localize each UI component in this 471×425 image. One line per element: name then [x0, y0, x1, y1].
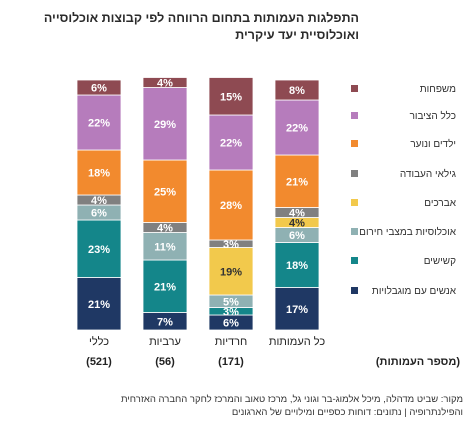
data-label: 4% — [289, 208, 305, 220]
legend-label: קשישים — [424, 256, 456, 267]
data-label: 6% — [289, 230, 305, 242]
data-label: 22% — [286, 123, 308, 135]
bar-segment — [274, 287, 320, 331]
count-label: (521) — [86, 356, 112, 368]
bar-segment — [274, 99, 320, 156]
bar-segment — [274, 79, 320, 101]
legend-label: ילדים ונוער — [410, 138, 456, 150]
bar-segment — [274, 154, 320, 208]
legend-label: אברכים — [424, 198, 456, 209]
data-label: 4% — [157, 223, 173, 235]
data-label: 21% — [154, 281, 176, 293]
category-label: חרדיות — [215, 336, 248, 348]
bar-segment — [142, 259, 188, 313]
legend-swatch — [351, 257, 358, 264]
data-label: 4% — [91, 195, 107, 207]
data-label: 11% — [154, 241, 176, 253]
data-label: 5% — [223, 296, 239, 308]
chart-title-line-1: התפלגות העמותות בתחום הרווחה לפי קבוצות … — [43, 11, 359, 25]
stacked-bar-chart: 17%18%6%4%4%21%22%8%כל העמותות6%3%5%19%3… — [76, 77, 460, 368]
data-label: 22% — [88, 118, 110, 130]
data-label: 21% — [88, 299, 110, 311]
category-label: כללי — [89, 335, 109, 348]
data-label: 4% — [157, 78, 173, 90]
bar-segment — [142, 87, 188, 161]
chart-title-line-2: ואוכלוסיית יעד עיקרית — [235, 28, 359, 42]
chart-title: התפלגות העמותות בתחום הרווחה לפי קבוצות … — [19, 10, 359, 44]
legend-label: משפחות — [420, 84, 456, 95]
legend-label: כלל הציבור — [410, 110, 456, 122]
data-label: 3% — [223, 239, 239, 251]
data-label: 7% — [157, 316, 173, 328]
data-label: 17% — [286, 304, 308, 316]
data-label: 21% — [286, 176, 308, 188]
data-label: 18% — [88, 168, 110, 180]
legend-swatch — [351, 112, 358, 119]
bar-segment — [142, 77, 188, 88]
bar-segment — [76, 79, 122, 96]
data-label: 29% — [154, 119, 176, 131]
bar-segment — [208, 114, 254, 171]
source-line-1: מקור: שביט מדהלה, מיכל אלמוג-בר וגוני גל… — [120, 394, 463, 405]
legend-swatch — [351, 170, 358, 177]
data-label: 18% — [286, 260, 308, 272]
data-label: 23% — [88, 244, 110, 256]
bar-segment — [208, 169, 254, 241]
data-label: 25% — [154, 186, 176, 198]
bar-segment — [142, 159, 188, 223]
legend-swatch — [351, 228, 358, 235]
data-label: 3% — [223, 306, 239, 318]
legend-swatch — [351, 199, 358, 206]
category-label: כל העמותות — [269, 335, 326, 348]
bar-segment — [208, 77, 254, 116]
data-label: 19% — [220, 266, 242, 278]
legend-swatch — [351, 287, 358, 294]
source-note: מקור: שביט מדהלה, מיכל אלמוג-בר וגוני גל… — [8, 393, 463, 419]
data-label: 6% — [91, 208, 107, 220]
count-label: (171) — [218, 356, 244, 368]
bar-segment — [76, 149, 122, 196]
data-label: 15% — [220, 91, 242, 103]
data-label: 6% — [91, 83, 107, 95]
data-label: 28% — [220, 200, 242, 212]
category-label: ערביות — [149, 336, 181, 348]
legend-label: גילאי העבודה — [400, 168, 456, 180]
bar-segment — [76, 94, 122, 151]
data-label: 22% — [220, 138, 242, 150]
data-label: 6% — [223, 318, 239, 330]
data-label: 8% — [289, 85, 305, 97]
legend-swatch — [351, 85, 358, 92]
legend-label: אנשים עם מוגבלויות — [372, 285, 457, 297]
legend-label: אוכלוסיות במצבי חירום — [359, 226, 457, 238]
count-label: (56) — [155, 356, 175, 368]
legend-swatch — [351, 140, 358, 147]
bar-segment — [274, 242, 320, 288]
data-label: 4% — [289, 218, 305, 230]
source-line-2: והפילנתרופיה | נתונים: דוחות כספיים ומיל… — [231, 407, 463, 418]
count-caption: (מספר העמותות) — [376, 356, 460, 368]
